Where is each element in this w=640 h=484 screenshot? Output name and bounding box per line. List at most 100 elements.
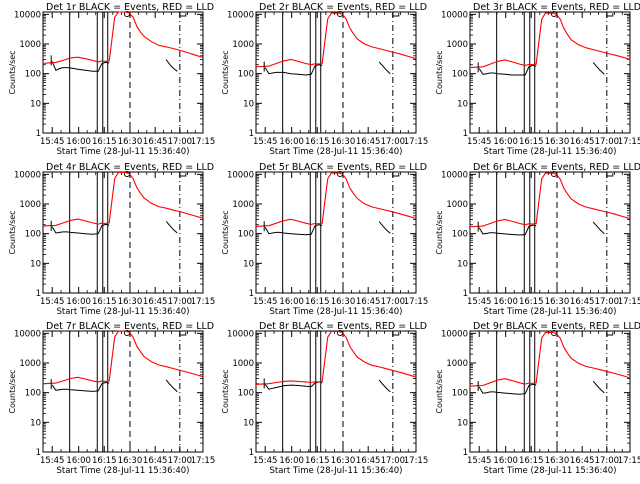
event-bracket-marker [179, 332, 187, 336]
detector-panel-3: Det 3r BLACK = Events, RED = LLD 1 10 100 10… [435, 2, 640, 157]
y-axis-label: Counts/sec [221, 50, 230, 94]
series-line-segment-2 [378, 61, 391, 75]
plot-frame [42, 11, 204, 134]
x-tick-label: 17:15 [191, 297, 216, 307]
x-tick-label: 16:15 [519, 456, 544, 466]
x-tick-label: 16:45 [143, 297, 168, 307]
y-tick-label: 1000 [232, 40, 254, 50]
detector-panel-4: Det 4r BLACK = Events, RED = LLD 1 10 100 10… [8, 162, 215, 317]
y-tick-label: 10 [30, 99, 41, 109]
series-line-red [469, 12, 631, 69]
x-axis-label: Start Time (28-Jul-11 15:36:40) [57, 466, 190, 476]
x-tick-label: 15:45 [40, 297, 65, 307]
x-tick-label: 16:15 [92, 137, 117, 147]
plot-frame [42, 171, 204, 294]
series-line-black [51, 223, 110, 235]
series-line-segment-2 [592, 380, 605, 394]
x-tick-label: 17:15 [404, 297, 429, 307]
x-tick-label: 17:00 [168, 297, 193, 307]
y-tick-label: 1 [249, 289, 254, 299]
event-bracket-marker [392, 13, 400, 17]
x-tick-label: 16:00 [66, 137, 91, 147]
y-tick-label: 10 [457, 418, 468, 428]
x-tick-label: 15:45 [40, 456, 65, 466]
y-tick-label: 10000 [227, 170, 254, 180]
detector-panel-5: Det 5r BLACK = Events, RED = LLD 1 10 100 10… [221, 162, 428, 317]
x-tick-label: 16:45 [570, 137, 595, 147]
series-line-red [42, 171, 204, 227]
x-tick-label: 16:15 [305, 456, 330, 466]
panel-title: Det 6r BLACK = Events, RED = LLD [473, 162, 640, 173]
panel-title: Det 1r BLACK = Events, RED = LLD [46, 2, 214, 13]
x-tick-label: 16:00 [279, 456, 304, 466]
x-tick-label: 16:15 [305, 137, 330, 147]
y-tick-label: 1000 [19, 359, 41, 369]
panel-title: Det 2r BLACK = Events, RED = LLD [259, 2, 427, 13]
x-tick-label: 16:45 [570, 297, 595, 307]
event-bracket-marker [392, 332, 400, 336]
event-bracket-marker [392, 173, 400, 177]
x-tick-label: 17:00 [381, 137, 406, 147]
detector-panel-6: Det 6r BLACK = Events, RED = LLD 1 10 100 10… [435, 162, 640, 317]
y-tick-label: 1000 [446, 200, 468, 210]
x-tick-label: 16:45 [356, 297, 381, 307]
x-tick-label: 17:00 [381, 456, 406, 466]
series-line-segment-2 [165, 379, 178, 393]
x-axis-label: Start Time (28-Jul-11 15:36:40) [484, 307, 617, 317]
y-tick-label: 1000 [232, 359, 254, 369]
x-tick-label: 15:45 [253, 137, 278, 147]
y-tick-label: 10 [457, 259, 468, 269]
x-tick-label: 16:45 [356, 137, 381, 147]
y-tick-label: 1000 [232, 200, 254, 210]
y-tick-label: 1000 [19, 40, 41, 50]
y-axis-label: Counts/sec [435, 210, 444, 254]
x-tick-label: 16:00 [493, 297, 518, 307]
x-tick-label: 15:45 [253, 456, 278, 466]
x-tick-label: 16:15 [92, 456, 117, 466]
y-tick-label: 1 [36, 448, 41, 458]
x-axis-label: Start Time (28-Jul-11 15:36:40) [484, 466, 617, 476]
x-tick-label: 16:45 [356, 456, 381, 466]
y-tick-label: 100 [25, 389, 41, 399]
event-bracket-marker [606, 332, 614, 336]
x-tick-label: 15:45 [467, 456, 492, 466]
series-line-red [255, 330, 417, 385]
y-tick-label: 100 [25, 70, 41, 80]
event-bracket-marker [179, 173, 187, 177]
series-line-red [255, 172, 417, 228]
panel-title: Det 9r BLACK = Events, RED = LLD [473, 321, 640, 332]
x-tick-label: 16:00 [279, 297, 304, 307]
x-tick-label: 16:45 [143, 137, 168, 147]
y-tick-label: 100 [238, 230, 254, 240]
x-tick-label: 17:15 [618, 297, 640, 307]
x-axis-label: Start Time (28-Jul-11 15:36:40) [484, 147, 617, 157]
event-bracket-marker [606, 13, 614, 17]
panel-title: Det 7r BLACK = Events, RED = LLD [46, 321, 214, 332]
series-line-black [264, 64, 323, 76]
series-line-segment-2 [378, 221, 391, 234]
x-tick-label: 16:30 [545, 297, 570, 307]
x-tick-label: 17:00 [168, 456, 193, 466]
series-line-segment-2 [592, 221, 605, 235]
y-tick-label: 1000 [446, 359, 468, 369]
y-axis-label: Counts/sec [8, 210, 17, 254]
plot-frame [469, 11, 631, 134]
x-tick-label: 16:15 [305, 297, 330, 307]
x-tick-label: 15:45 [253, 297, 278, 307]
detector-panel-9: Det 9r BLACK = Events, RED = LLD 1 10 100 10… [435, 321, 640, 476]
plot-frame [469, 330, 631, 453]
y-tick-label: 10000 [227, 10, 254, 20]
series-line-segment-2 [165, 221, 178, 234]
x-tick-label: 17:00 [595, 137, 620, 147]
plot-frame [255, 171, 417, 294]
plot-frame [255, 330, 417, 453]
detector-panel-8: Det 8r BLACK = Events, RED = LLD 1 10 100 10… [221, 321, 428, 476]
y-tick-label: 1 [249, 448, 254, 458]
plot-frame [469, 171, 631, 294]
x-tick-label: 16:15 [519, 137, 544, 147]
series-line-red [469, 172, 631, 228]
panel-title: Det 3r BLACK = Events, RED = LLD [473, 2, 640, 13]
y-tick-label: 10000 [227, 329, 254, 339]
detector-panel-7: Det 7r BLACK = Events, RED = LLD 1 10 100 10… [8, 321, 215, 476]
y-tick-label: 10000 [441, 329, 468, 339]
